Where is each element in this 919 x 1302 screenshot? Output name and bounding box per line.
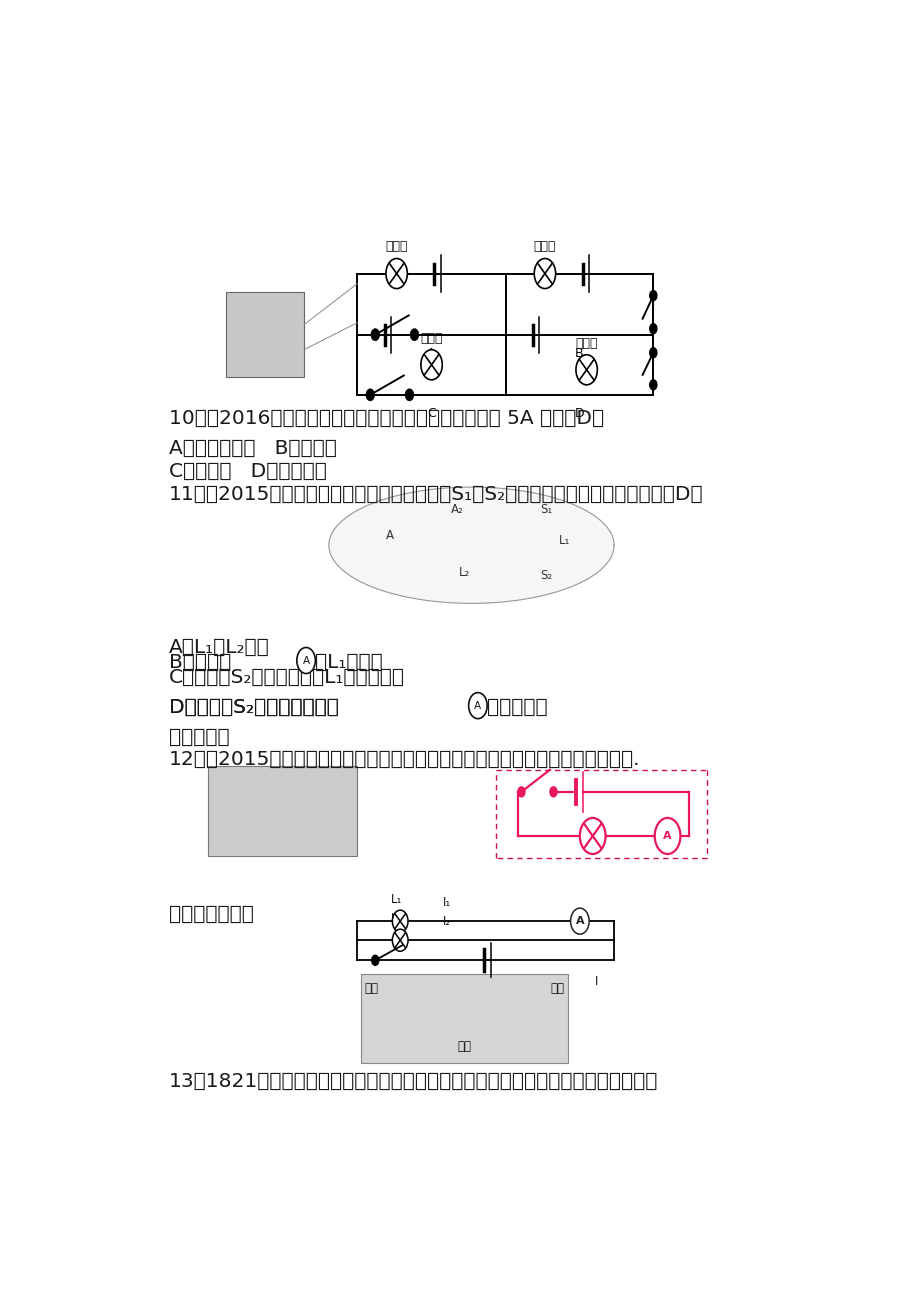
Circle shape [649,290,656,301]
Text: A: A [302,655,310,665]
Text: 指示灯: 指示灯 [385,241,407,254]
Text: A: A [663,831,671,841]
Text: D: D [574,406,584,419]
Circle shape [297,647,315,673]
Circle shape [370,328,380,341]
Text: A: A [474,700,481,711]
Text: B．电流表: B．电流表 [169,652,232,672]
Text: A: A [575,917,584,926]
Circle shape [534,259,555,289]
Text: A．家用电冰筱   B．电视机: A．家用电冰筱 B．电视机 [169,439,336,458]
Text: S: S [364,975,371,988]
Text: 测L₁的电流: 测L₁的电流 [315,652,382,672]
Text: 三、作图题: 三、作图题 [169,728,230,746]
Text: C．当开关S₂断开时，通过L₁的电流变小: C．当开关S₂断开时，通过L₁的电流变小 [169,668,404,686]
Polygon shape [329,487,614,603]
Circle shape [550,786,557,797]
Circle shape [366,389,374,401]
Text: A₂: A₂ [450,503,463,516]
Text: A．L₁与L₂串联: A．L₁与L₂串联 [169,638,269,656]
Circle shape [649,380,656,389]
Circle shape [468,693,487,719]
Text: L₂: L₂ [391,913,402,926]
Text: I: I [594,975,597,988]
FancyBboxPatch shape [208,766,357,855]
Text: 指示灯: 指示灯 [420,332,442,345]
Circle shape [649,324,656,333]
Text: 13．1821年，德国物理学家塞贝克发现了一种奇怪的现象：把两根铜丝和一根鐵丝与: 13．1821年，德国物理学家塞贝克发现了一种奇怪的现象：把两根铜丝和一根鐵丝与 [169,1072,658,1091]
Text: D．当开关S₂断开时，电流表: D．当开关S₂断开时，电流表 [169,698,339,716]
Circle shape [517,786,525,797]
Circle shape [410,328,418,341]
Text: A: A [385,529,393,542]
Text: C．节能灯   D．电压力锅: C．节能灯 D．电压力锅 [169,462,327,480]
Text: 12．（2015，饅州）如图所示，请在虚线框内画出与实物电路图相对应的电路图.: 12．（2015，饅州）如图所示，请在虚线框内画出与实物电路图相对应的电路图. [169,750,640,768]
Text: D．当开关S₂断开时，电流表: D．当开关S₂断开时，电流表 [169,698,339,716]
Text: L₁: L₁ [391,893,402,906]
Text: 铜丝: 铜丝 [364,982,378,995]
Text: L₂: L₂ [459,566,470,579]
Text: I₁: I₁ [442,896,450,909]
Circle shape [570,909,588,935]
Circle shape [420,350,442,380]
Text: S₁: S₁ [539,503,552,516]
FancyBboxPatch shape [360,974,567,1062]
Text: 铜丝: 铜丝 [550,982,563,995]
Circle shape [404,389,414,401]
Text: 铁丝: 铁丝 [457,1039,471,1052]
Circle shape [391,910,408,932]
Text: 四、实验探究题: 四、实验探究题 [169,905,254,924]
Text: 指示灯: 指示灯 [574,337,597,350]
Text: 11．（2015，陕西）如图所示电路，闭合开关S₁、S₂，下列对电路的分析正确的是（D）: 11．（2015，陕西）如图所示电路，闭合开关S₁、S₂，下列对电路的分析正确的… [169,486,703,504]
Circle shape [575,354,596,385]
Circle shape [386,259,407,289]
Circle shape [649,348,656,358]
Circle shape [391,930,408,952]
Text: 10．（2016，莆田模拟）下列用电器的额定电流最接近 5A 的是（D）: 10．（2016，莆田模拟）下列用电器的额定电流最接近 5A 的是（D） [169,409,604,428]
Circle shape [371,956,379,965]
Text: C: C [426,406,436,419]
Text: I₂: I₂ [442,915,450,928]
Text: A: A [426,346,436,359]
Circle shape [579,818,605,854]
Text: L₁: L₁ [558,534,569,547]
Text: S₂: S₂ [539,569,551,582]
Text: 指示灯: 指示灯 [533,241,556,254]
Text: B: B [574,346,584,359]
Circle shape [654,818,680,854]
Text: 的示数变小: 的示数变小 [487,698,547,716]
FancyBboxPatch shape [225,292,303,378]
